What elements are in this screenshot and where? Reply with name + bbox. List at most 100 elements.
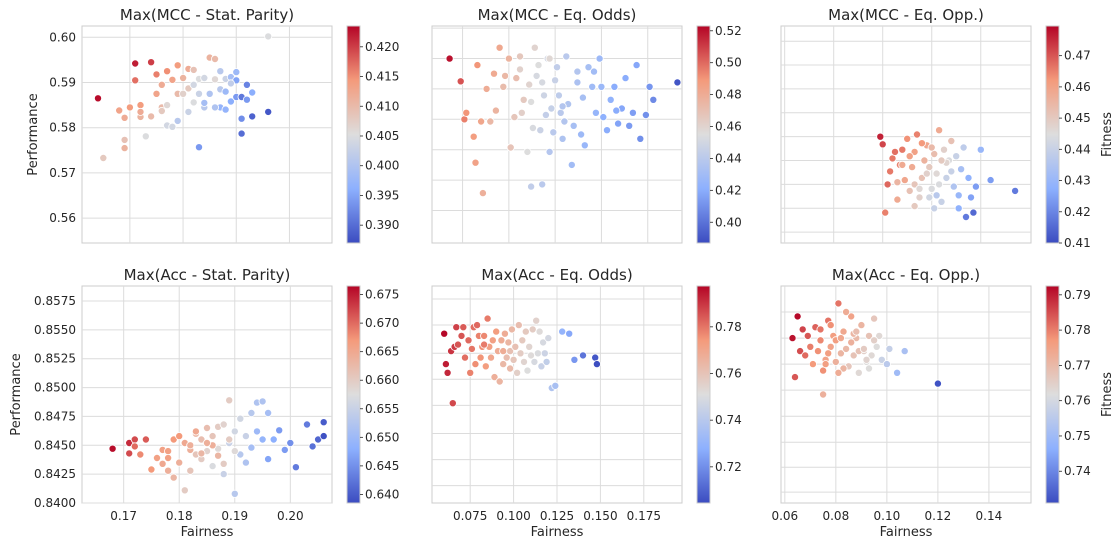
scatter-point: [579, 351, 588, 360]
scatter-point: [878, 140, 887, 149]
scatter-point: [125, 103, 134, 112]
scatter-point: [157, 80, 166, 89]
scatter-point: [826, 321, 835, 330]
scatter-point: [448, 399, 457, 408]
scatter-point: [523, 147, 532, 156]
x-tick-label: 0.19: [221, 509, 248, 523]
scatter-point: [221, 87, 230, 96]
colorbar-tick-label: 0.410: [365, 99, 399, 113]
scatter-point: [232, 68, 241, 77]
subplot-title: Max(Acc - Stat. Parity): [124, 266, 291, 284]
colorbar-tick-label: 0.395: [365, 188, 399, 202]
scatter-point: [857, 321, 866, 330]
scatter-point: [836, 349, 845, 358]
scatter-point: [567, 160, 576, 169]
scatter-point: [542, 357, 551, 366]
y-tick-label: 0.8400: [34, 496, 76, 510]
scatter-point: [565, 329, 574, 338]
scatter-point: [202, 423, 211, 432]
scatter-point: [534, 61, 543, 70]
scatter-point: [932, 169, 941, 178]
subplot-title: Max(Acc - Eq. Opp.): [832, 266, 980, 284]
scatter-point: [264, 32, 273, 41]
scatter-point: [588, 82, 597, 91]
scatter-point: [885, 344, 894, 353]
scatter-point: [158, 459, 167, 468]
scatter-point: [319, 418, 328, 427]
scatter-point: [164, 447, 173, 456]
y-tick-label: 0.8575: [34, 294, 76, 308]
scatter-point: [577, 130, 586, 139]
scatter-point: [506, 364, 515, 373]
scatter-point: [230, 447, 239, 456]
scatter-point: [308, 442, 317, 451]
scatter-point: [499, 360, 508, 369]
scatter-point: [591, 108, 600, 117]
scatter-point: [456, 77, 465, 86]
y-axis-label: Performance: [26, 93, 41, 175]
subplot-4: Max(Acc - Stat. Parity) 0.8400 0.8425 0.845…: [9, 266, 399, 540]
scatter-point: [900, 347, 909, 356]
colorbar-tick-label: 0.42: [715, 183, 742, 197]
scatter-point: [319, 432, 328, 441]
scatter-point: [539, 338, 548, 347]
scatter-point: [915, 193, 924, 202]
scatter-point: [954, 191, 963, 200]
scatter-point: [486, 117, 495, 126]
scatter-point: [533, 349, 542, 358]
scatter-point: [834, 299, 843, 308]
scatter-point: [115, 106, 124, 115]
scatter-point: [821, 360, 830, 369]
scatter-point: [186, 466, 195, 475]
scatter-point: [947, 136, 956, 145]
y-tick-label: 0.8500: [34, 381, 76, 395]
scatter-point: [464, 336, 473, 345]
scatter-point: [163, 67, 172, 76]
scatter-point: [591, 353, 600, 362]
scatter-point: [482, 84, 491, 93]
scatter-point: [578, 93, 587, 102]
scatter-point: [230, 427, 239, 436]
colorbar-tick-label: 0.40: [715, 215, 742, 229]
scatter-point: [865, 364, 874, 373]
scatter-point: [540, 349, 549, 358]
scatter-point: [597, 82, 606, 91]
scatter-point: [248, 112, 257, 121]
x-tick-label: 0.10: [874, 509, 901, 523]
colorbar-tick-label: 0.670: [365, 316, 399, 330]
scatter-point: [920, 156, 929, 165]
scatter-point: [200, 74, 209, 83]
scatter-point: [264, 107, 273, 116]
scatter-point: [469, 132, 478, 141]
x-axis-label: Fairness: [531, 525, 584, 540]
scatter-point: [208, 462, 217, 471]
scatter-point: [163, 101, 172, 110]
scatter-point: [452, 323, 461, 332]
scatter-point: [870, 314, 879, 323]
scatter-point: [457, 331, 466, 340]
scatter-point: [189, 65, 198, 74]
scatter-point: [492, 327, 501, 336]
scatter-point: [473, 321, 482, 330]
colorbar-tick-label: 0.79: [1064, 288, 1091, 302]
scatter-point: [248, 88, 257, 97]
scatter-point: [189, 80, 198, 89]
scatter-point: [865, 331, 874, 340]
scatter-point: [453, 340, 462, 349]
scatter-point: [562, 52, 571, 61]
scatter-point: [636, 134, 645, 143]
scatter-point: [94, 94, 103, 103]
scatter-point: [930, 204, 939, 213]
scatter-point: [957, 165, 966, 174]
scatter-point: [120, 144, 129, 153]
colorbar-tick-label: 0.390: [365, 218, 399, 232]
scatter-point: [230, 489, 239, 498]
scatter-point: [910, 180, 919, 189]
scatter-point: [625, 121, 634, 130]
scatter-point: [275, 426, 284, 435]
colorbar-tick-label: 0.400: [365, 159, 399, 173]
scatter-point: [816, 336, 825, 345]
scatter-point: [527, 351, 536, 360]
scatter-point: [952, 152, 961, 161]
plot-area: [81, 25, 333, 244]
